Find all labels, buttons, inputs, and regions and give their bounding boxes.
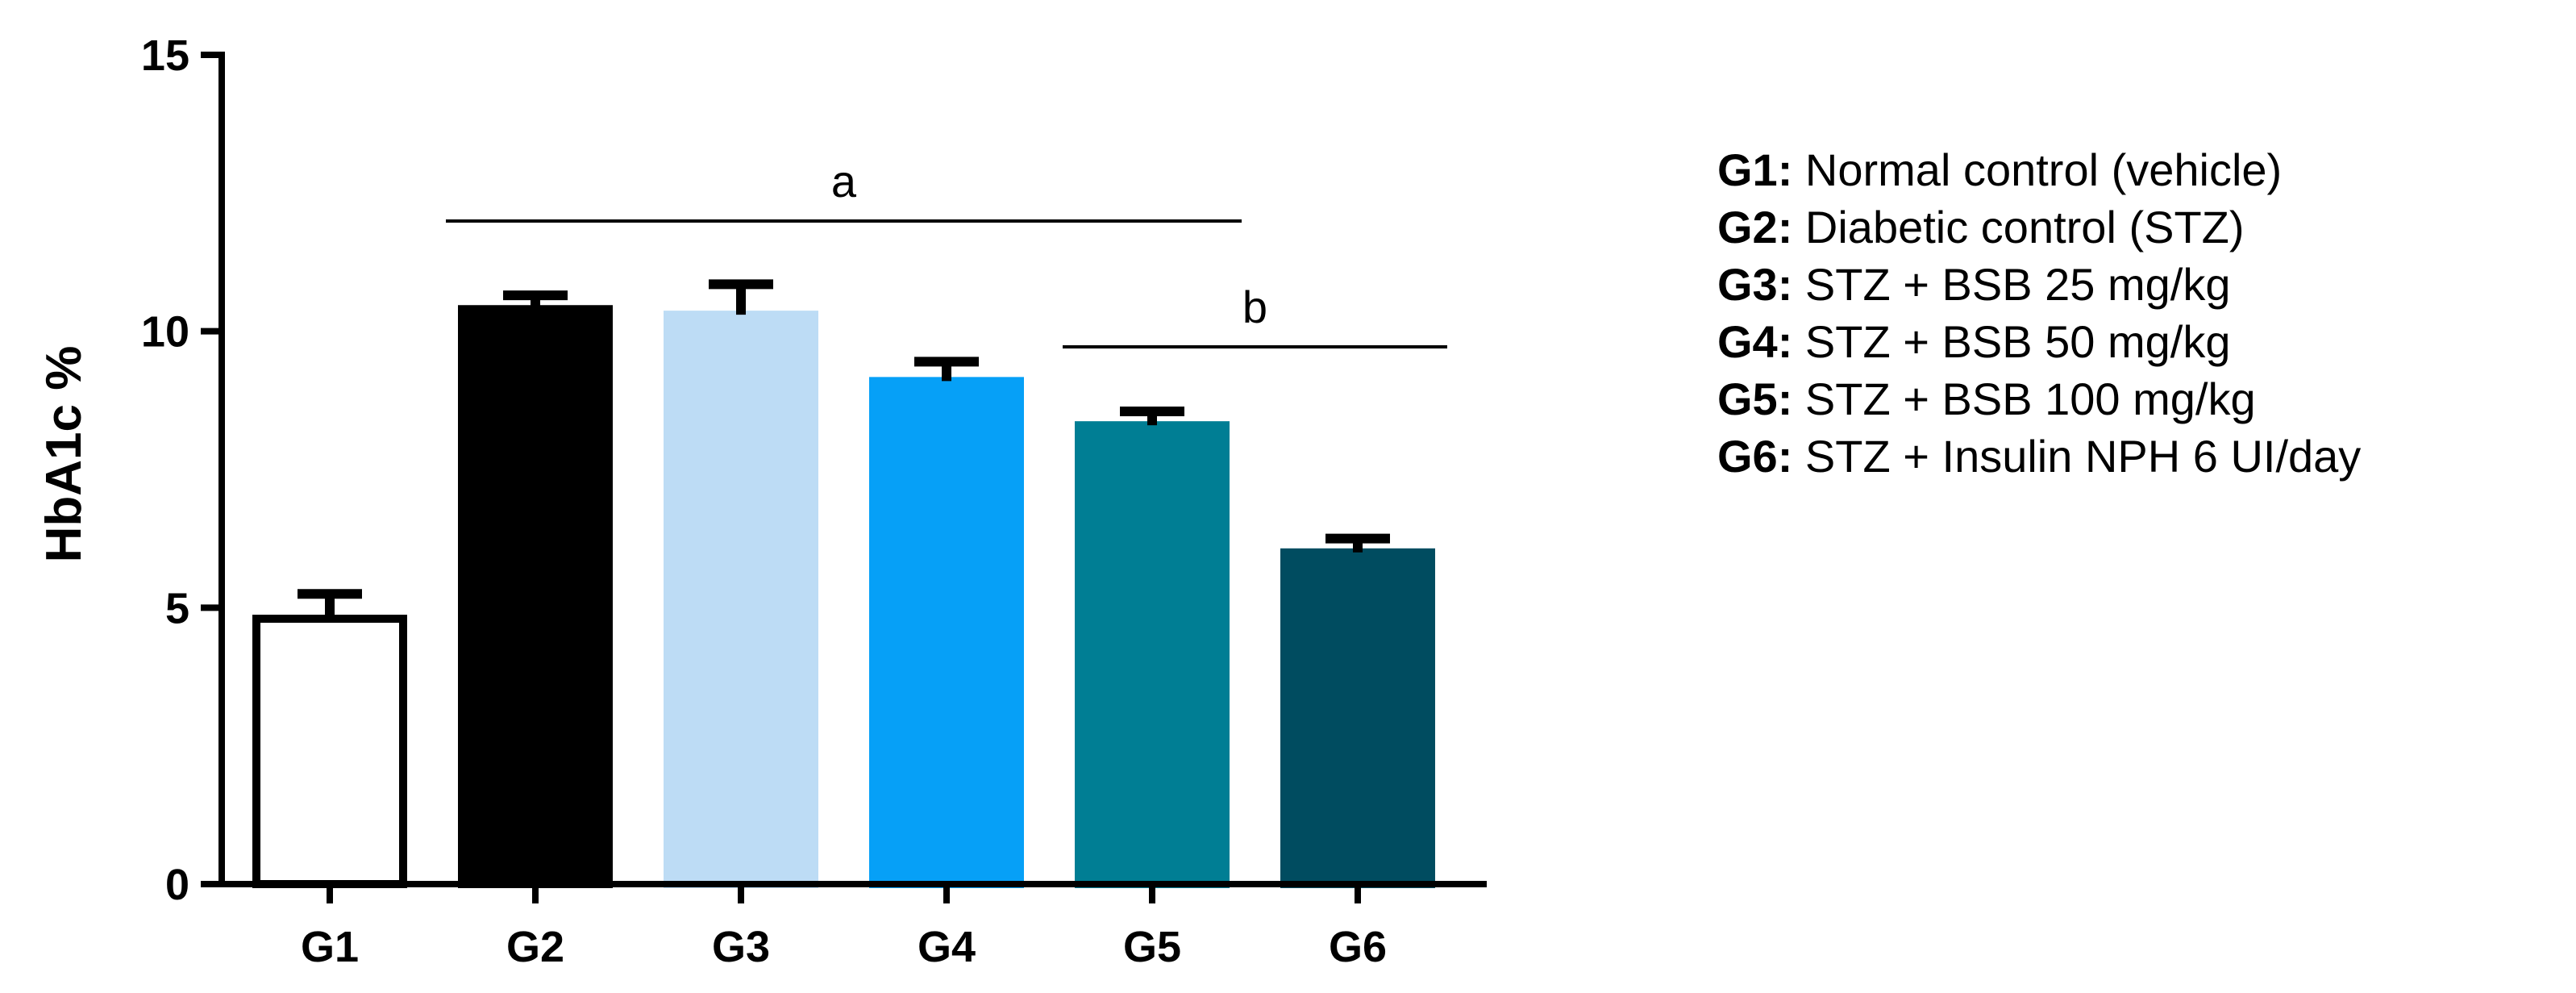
legend-code: G3: (1717, 259, 1793, 310)
x-tick-label: G6 (1329, 923, 1387, 971)
legend-code: G5: (1717, 373, 1793, 424)
legend-text: Diabetic control (STZ) (1804, 202, 2245, 252)
legend-code: G2: (1717, 202, 1793, 252)
legend-text: Normal control (vehicle) (1804, 144, 2283, 195)
legend-text: STZ + BSB 25 mg/kg (1804, 259, 2231, 310)
x-tick-label: G5 (1123, 923, 1181, 971)
legend-item: G4: STZ + BSB 50 mg/kg (1717, 313, 2361, 370)
x-tick-label: G3 (712, 923, 770, 971)
bar-g2 (458, 305, 613, 888)
bar-g5 (1075, 421, 1230, 888)
x-tick-label: G1 (301, 923, 359, 971)
y-tick-label: 0 (165, 861, 189, 909)
legend-text: STZ + BSB 50 mg/kg (1804, 316, 2231, 367)
legend: G1: Normal control (vehicle) G2: Diabeti… (1717, 141, 2361, 485)
y-tick-label: 10 (141, 308, 189, 357)
y-tick-label: 15 (141, 31, 189, 80)
legend-item: G2: Diabetic control (STZ) (1717, 198, 2361, 256)
significance-layer: ab (446, 156, 1447, 348)
legend-item: G6: STZ + Insulin NPH 6 UI/day (1717, 428, 2361, 485)
axes-layer: 0 5 10 15 G1 G2 G3 G4 G5 G6 (141, 31, 1487, 971)
legend-item: G5: STZ + BSB 100 mg/kg (1717, 370, 2361, 428)
bars-layer (252, 305, 1435, 888)
legend-text: STZ + BSB 100 mg/kg (1804, 373, 2256, 424)
y-axis-label: HbA1c % (36, 346, 92, 563)
x-tick-label: G2 (506, 923, 564, 971)
significance-label: a (831, 156, 857, 207)
bar-g3 (664, 311, 818, 888)
legend-item: G3: STZ + BSB 25 mg/kg (1717, 256, 2361, 313)
legend-code: G4: (1717, 316, 1793, 367)
bar-g6 (1280, 548, 1435, 888)
x-tick-label: G4 (918, 923, 976, 971)
bar-g4 (869, 377, 1024, 888)
legend-item: G1: Normal control (vehicle) (1717, 141, 2361, 198)
legend-code: G6: (1717, 431, 1793, 482)
y-tick-label: 5 (165, 584, 189, 632)
bar-g1 (252, 615, 407, 888)
error-bars-layer (298, 279, 1390, 620)
legend-code: G1: (1717, 144, 1793, 195)
significance-label: b (1242, 282, 1267, 332)
legend-text: STZ + Insulin NPH 6 UI/day (1804, 431, 2362, 482)
